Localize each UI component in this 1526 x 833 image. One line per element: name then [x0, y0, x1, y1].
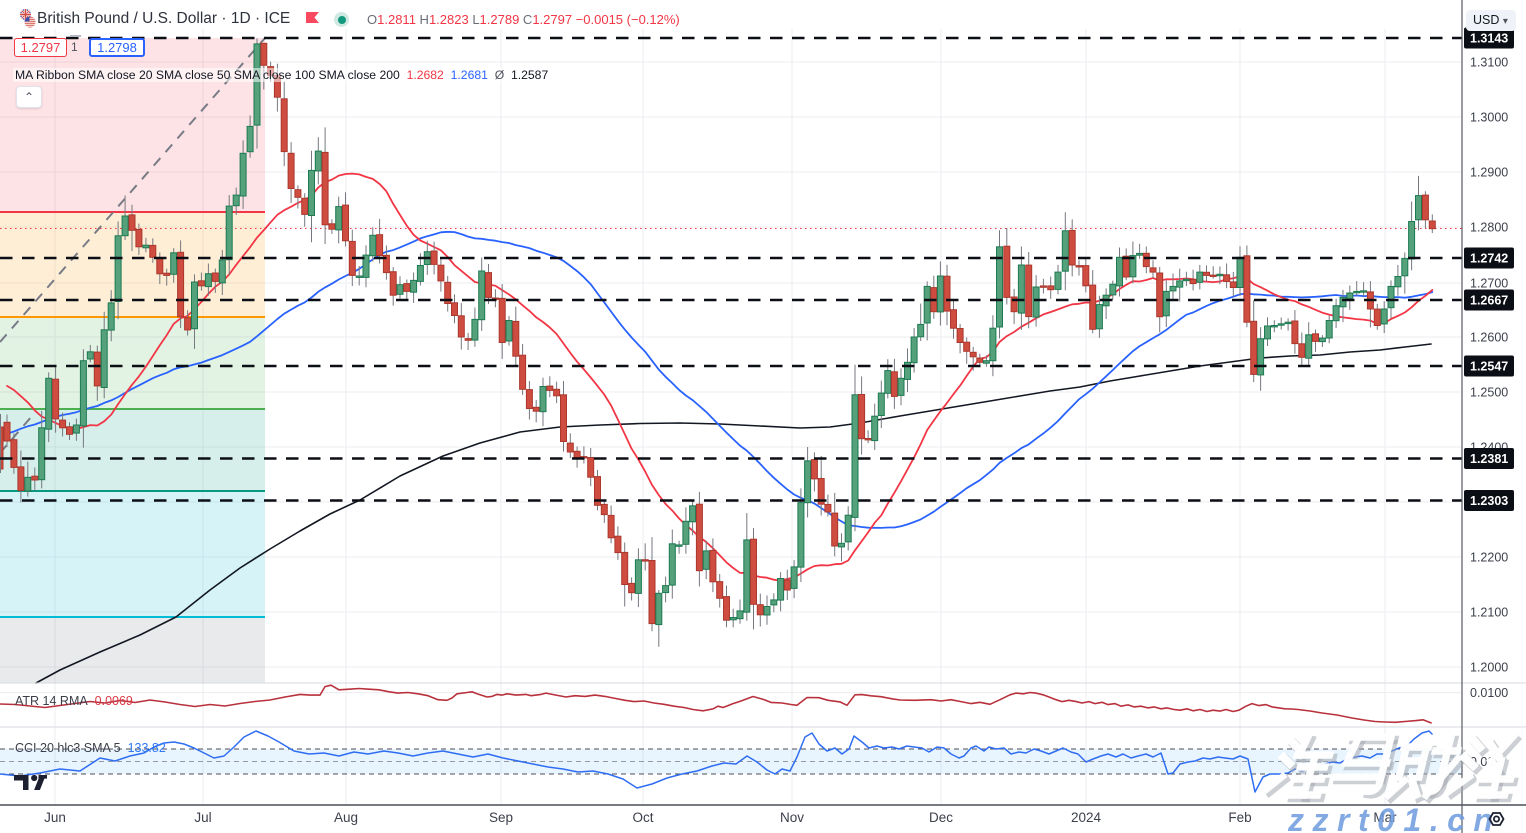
svg-text:1.2800: 1.2800 — [1470, 221, 1508, 235]
svg-text:Sep: Sep — [489, 810, 513, 825]
svg-text:Dec: Dec — [929, 810, 953, 825]
svg-text:1.2600: 1.2600 — [1470, 331, 1508, 345]
svg-text:zzrt01.cn: zzrt01.cn — [1287, 802, 1501, 833]
svg-text:1.2900: 1.2900 — [1470, 166, 1508, 180]
svg-text:2024: 2024 — [1071, 810, 1102, 825]
svg-text:Jun: Jun — [44, 810, 66, 825]
svg-text:1.3100: 1.3100 — [1470, 56, 1508, 70]
svg-text:Jul: Jul — [194, 810, 211, 825]
svg-text:1.2000: 1.2000 — [1470, 661, 1508, 675]
svg-text:1.3000: 1.3000 — [1470, 111, 1508, 125]
svg-text:Feb: Feb — [1228, 810, 1251, 825]
svg-text:1.2303: 1.2303 — [1470, 494, 1508, 508]
svg-text:Aug: Aug — [334, 810, 358, 825]
svg-text:1.2667: 1.2667 — [1470, 294, 1508, 308]
svg-text:Nov: Nov — [780, 810, 804, 825]
svg-text:1.3143: 1.3143 — [1470, 32, 1508, 46]
svg-text:1.2700: 1.2700 — [1470, 277, 1508, 291]
svg-text:Oct: Oct — [632, 810, 653, 825]
svg-text:1.2500: 1.2500 — [1470, 386, 1508, 400]
svg-text:1.2381: 1.2381 — [1470, 452, 1508, 466]
svg-text:1.2547: 1.2547 — [1470, 360, 1508, 374]
svg-text:1.2100: 1.2100 — [1470, 606, 1508, 620]
svg-text:1.2200: 1.2200 — [1470, 551, 1508, 565]
svg-text:0.0100: 0.0100 — [1470, 686, 1508, 700]
svg-text:Mar: Mar — [1373, 810, 1397, 825]
svg-text:1.2742: 1.2742 — [1470, 252, 1508, 266]
